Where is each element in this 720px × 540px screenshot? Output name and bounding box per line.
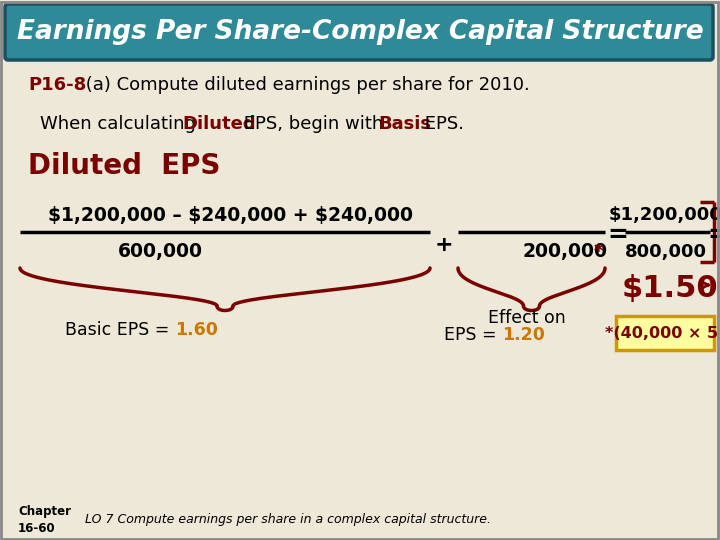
Text: *: * <box>594 242 604 261</box>
Text: Effect on: Effect on <box>488 309 566 327</box>
Text: $1,200,000: $1,200,000 <box>609 206 720 224</box>
Text: Basic EPS =: Basic EPS = <box>65 321 175 339</box>
Text: When calculating: When calculating <box>40 115 202 133</box>
Text: 1.60: 1.60 <box>175 321 218 339</box>
FancyBboxPatch shape <box>5 4 713 60</box>
Text: Chapter
16-60: Chapter 16-60 <box>18 505 71 535</box>
Text: $1.50: $1.50 <box>621 273 719 302</box>
Text: 600,000: 600,000 <box>117 242 202 261</box>
Text: =: = <box>608 223 629 247</box>
FancyBboxPatch shape <box>616 316 714 350</box>
Text: 800,000: 800,000 <box>625 243 707 261</box>
Text: EPS.: EPS. <box>419 115 464 133</box>
Text: (a) Compute diluted earnings per share for 2010.: (a) Compute diluted earnings per share f… <box>80 76 530 94</box>
Text: EPS, begin with: EPS, begin with <box>238 115 389 133</box>
Text: Diluted: Diluted <box>182 115 256 133</box>
Text: P16-8: P16-8 <box>28 76 86 94</box>
Text: 200,000: 200,000 <box>522 242 607 261</box>
Text: Basis: Basis <box>378 115 431 133</box>
Text: *(40,000 × 5): *(40,000 × 5) <box>605 326 720 341</box>
Text: LO 7 Compute earnings per share in a complex capital structure.: LO 7 Compute earnings per share in a com… <box>85 514 491 526</box>
Text: +: + <box>435 235 454 255</box>
Text: =: = <box>708 223 720 247</box>
Text: Diluted  EPS: Diluted EPS <box>28 152 220 180</box>
Text: 1.20: 1.20 <box>502 326 545 344</box>
Text: EPS =: EPS = <box>444 326 502 344</box>
Text: Earnings Per Share-Complex Capital Structure: Earnings Per Share-Complex Capital Struc… <box>17 19 703 45</box>
Text: $1,200,000 – $240,000 + $240,000: $1,200,000 – $240,000 + $240,000 <box>48 206 413 225</box>
